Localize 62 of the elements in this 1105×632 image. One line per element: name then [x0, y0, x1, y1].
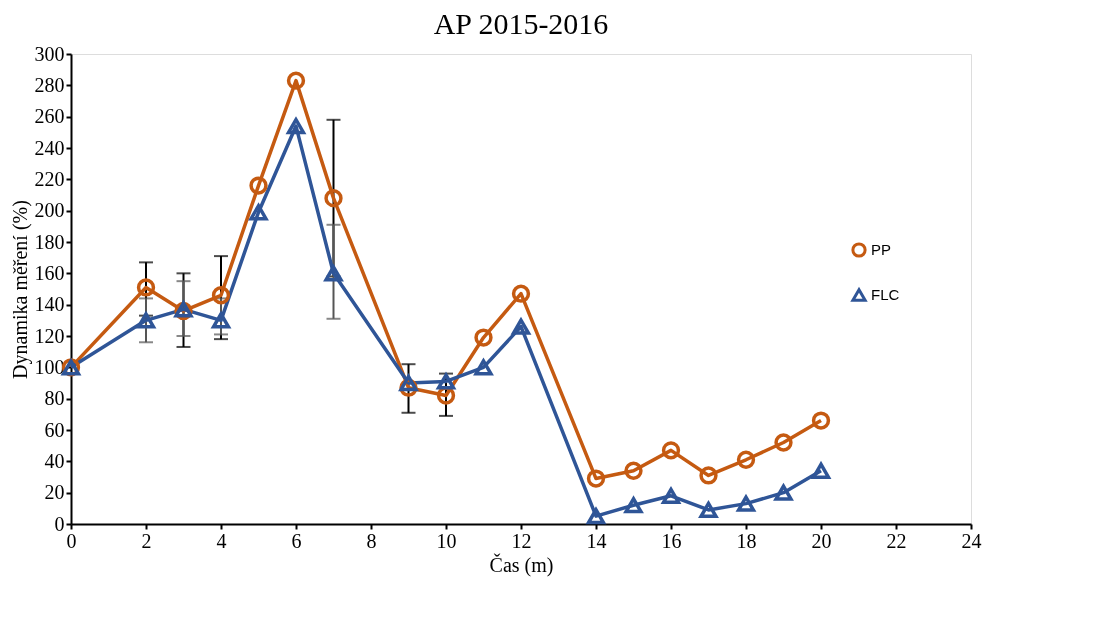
point — [586, 469, 606, 488]
point — [249, 176, 268, 195]
point — [624, 497, 643, 514]
x-tick-label: 2 — [141, 529, 152, 552]
point — [511, 284, 531, 303]
legend-label: PP — [871, 241, 892, 258]
y-tick-label: 240 — [34, 136, 65, 159]
y-tick-label: 20 — [44, 481, 65, 504]
point — [474, 359, 493, 376]
x-tick-label: 24 — [961, 529, 982, 552]
x-tick-label: 6 — [291, 529, 302, 552]
x-tick-label: 10 — [436, 529, 457, 552]
point — [624, 461, 643, 480]
point — [136, 312, 156, 329]
point — [211, 286, 231, 305]
point — [286, 71, 306, 90]
y-tick-label: 0 — [54, 512, 65, 535]
point — [249, 204, 268, 221]
x-tick-label: 12 — [511, 529, 532, 552]
x-tick-label: 8 — [366, 529, 377, 552]
chart-title: AP 2015-2016 — [433, 7, 609, 40]
x-tick-label: 20 — [811, 529, 832, 552]
point — [511, 318, 531, 335]
y-tick-label: 260 — [34, 105, 65, 128]
y-tick-label: 280 — [34, 73, 65, 96]
point — [474, 328, 493, 347]
point — [136, 278, 156, 297]
x-tick-label: 18 — [736, 529, 757, 552]
y-tick-label: 300 — [34, 42, 65, 65]
x-tick-label: 4 — [216, 529, 227, 552]
x-tick-label: 14 — [586, 529, 607, 552]
point — [211, 312, 231, 329]
point — [699, 501, 718, 519]
y-tick-label: 160 — [34, 261, 65, 284]
x-tick-label: 22 — [886, 529, 907, 552]
point — [661, 441, 681, 460]
point — [324, 265, 343, 282]
y-tick-label: 200 — [34, 199, 65, 222]
point — [774, 484, 793, 501]
point — [324, 188, 343, 208]
point — [811, 462, 831, 479]
y-axis-title: Dynamika měření (%) — [8, 200, 32, 379]
point — [811, 411, 831, 430]
point — [586, 507, 606, 525]
point — [399, 374, 418, 392]
x-tick-label: 16 — [661, 529, 682, 552]
y-tick-label: 60 — [44, 418, 65, 441]
y-tick-label: 120 — [34, 324, 65, 347]
y-tick-label: 140 — [34, 293, 65, 316]
y-tick-label: 220 — [34, 167, 65, 190]
point — [286, 117, 306, 135]
legend-label: FLC — [871, 286, 900, 303]
point — [736, 450, 756, 469]
y-tick-label: 180 — [34, 230, 65, 253]
y-tick-label: 80 — [44, 387, 65, 410]
point — [699, 466, 718, 485]
point — [436, 373, 456, 390]
point — [774, 433, 793, 452]
x-axis-title: Čas (m) — [489, 552, 554, 577]
point — [661, 487, 681, 504]
y-tick-label: 40 — [44, 449, 65, 472]
point — [736, 495, 756, 512]
